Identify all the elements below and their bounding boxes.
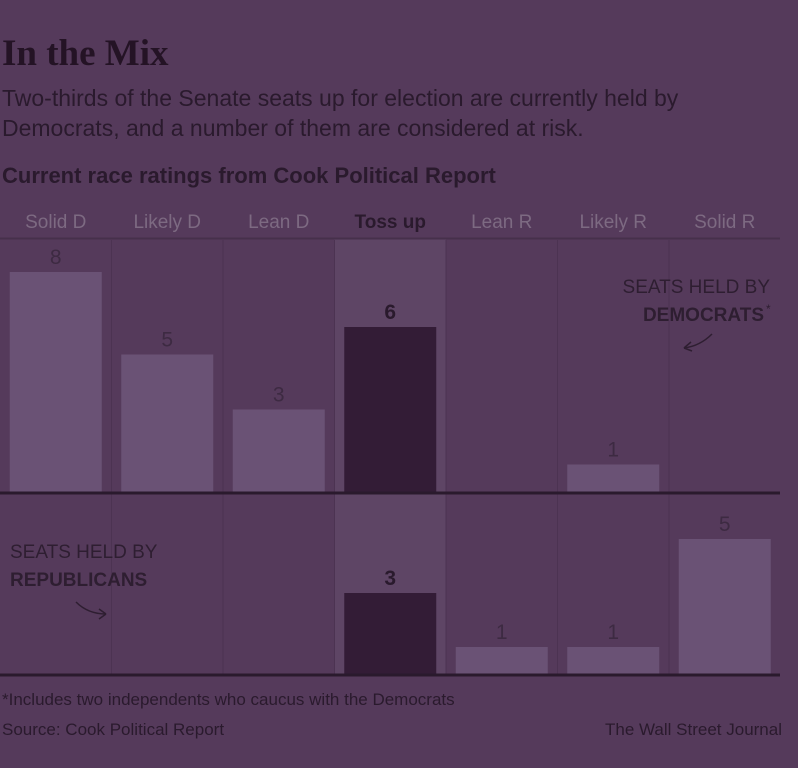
- series-label-republicans-line1: SEATS HELD BY: [10, 542, 158, 563]
- bar-chart: Solid D Likely D Lean D Toss up Lean R Likely…: [0, 212, 780, 677]
- data-label-republicans: 1: [496, 621, 508, 644]
- data-label-republicans: 5: [719, 513, 731, 536]
- source-note: Source: Cook Political Report: [2, 720, 225, 739]
- category-label: Lean R: [471, 212, 532, 233]
- arrow-republicans: [75, 601, 107, 615]
- data-label-democrats: 5: [161, 329, 173, 352]
- bar-republicans: [678, 539, 771, 674]
- series-label-democrats-line2: DEMOCRATS: [643, 305, 764, 326]
- bar-democrats: [567, 464, 660, 492]
- category-label: Lean D: [248, 212, 309, 233]
- category-label: Likely D: [133, 212, 201, 233]
- data-label-democrats: 6: [384, 301, 396, 324]
- chart-title: In the Mix: [2, 33, 169, 74]
- bar-republicans: [567, 647, 660, 674]
- credit: The Wall Street Journal: [605, 720, 782, 739]
- series-label-republicans-line2: REPUBLICANS: [10, 570, 147, 591]
- arrow-democrats: [683, 333, 713, 349]
- chart-subtitle: Two-thirds of the Senate seats up for el…: [2, 85, 679, 141]
- bar-democrats: [232, 409, 325, 492]
- data-label-democrats: 3: [273, 384, 285, 407]
- data-label-democrats: 8: [50, 246, 62, 269]
- series-label-democrats-mark: *: [766, 302, 771, 316]
- series-label-democrats-line1: SEATS HELD BY: [623, 277, 771, 298]
- bar-democrats: [121, 354, 214, 492]
- bar-democrats: [9, 272, 102, 492]
- category-label: Toss up: [355, 212, 426, 233]
- data-label-democrats: 1: [607, 439, 619, 462]
- footnote: *Includes two independents who caucus wi…: [2, 690, 455, 709]
- bar-republicans: [455, 647, 548, 674]
- category-label: Solid D: [25, 212, 86, 233]
- category-label: Solid R: [694, 212, 755, 233]
- data-label-republicans: 3: [384, 567, 396, 590]
- bar-democrats: [344, 327, 437, 492]
- arrow-head-democrats: [683, 341, 693, 352]
- data-label-republicans: 1: [607, 621, 619, 644]
- chart-heading: Current race ratings from Cook Political…: [2, 163, 496, 188]
- bar-republicans: [344, 593, 437, 674]
- arrow-head-republicans: [98, 608, 107, 620]
- category-label: Likely R: [579, 212, 647, 233]
